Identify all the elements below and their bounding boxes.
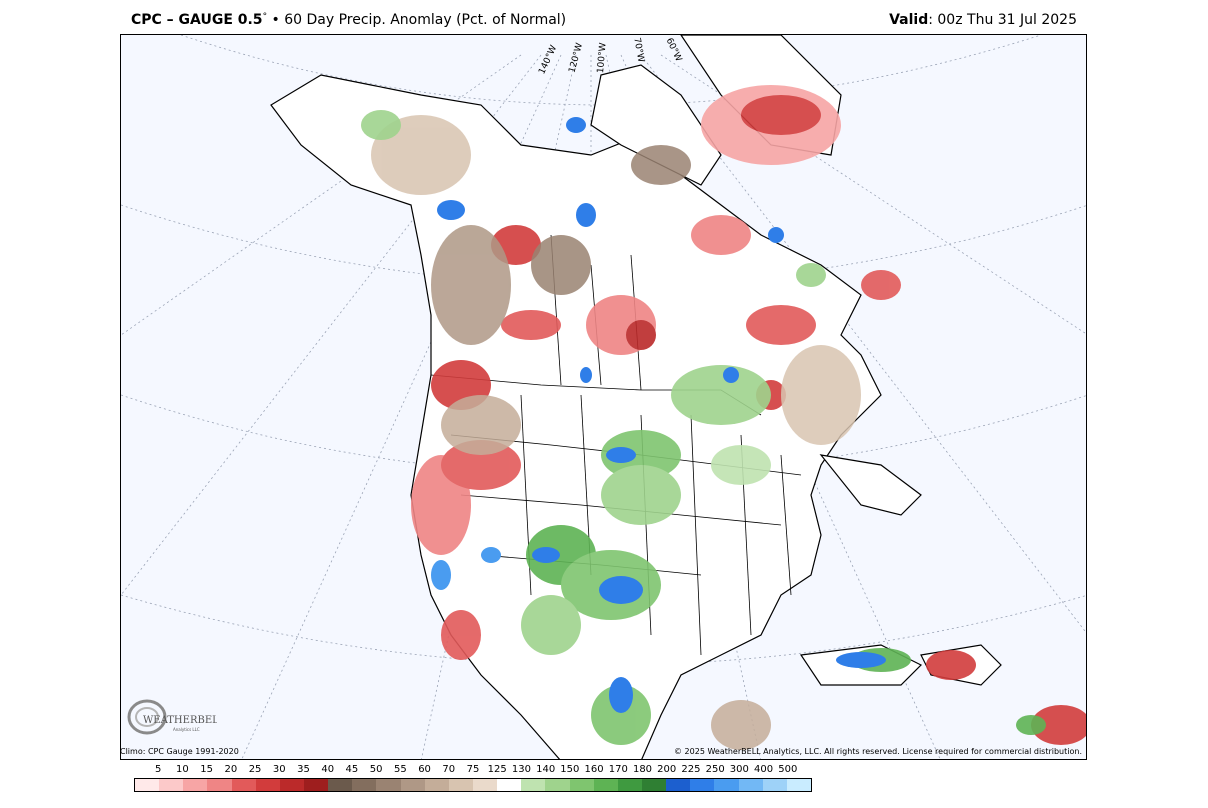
- anomaly-map: 140°W 120°W 100°W 70°W 60°W WEATHERBELL …: [120, 34, 1087, 760]
- legend-swatch: [303, 779, 329, 791]
- legend-tick-label: 140: [536, 764, 556, 775]
- copyright-note: © 2025 WeatherBELL Analytics, LLC. All r…: [674, 747, 1082, 756]
- legend-tick-label: 300: [729, 764, 749, 775]
- legend-tick-label: 225: [681, 764, 701, 775]
- valid-time: Valid: 00z Thu 31 Jul 2025: [889, 12, 1077, 28]
- legend-tick-label: 130: [511, 764, 531, 775]
- legend-swatch: [690, 779, 715, 791]
- map-title: CPC – GAUGE 0.5° • 60 Day Precip. Anomla…: [131, 12, 566, 28]
- legend-tick-label: 35: [297, 764, 310, 775]
- legend-swatch: [762, 779, 787, 791]
- legend-tick-label: 180: [632, 764, 653, 775]
- legend-tick-label: 150: [560, 764, 580, 775]
- legend-tick-label: 125: [487, 764, 507, 775]
- title-separator: •: [271, 12, 280, 28]
- legend-tick-label: 50: [369, 764, 383, 775]
- legend-tick-label: 15: [200, 764, 214, 775]
- brown-anomaly-areas: [371, 115, 861, 750]
- legend-swatch: [400, 779, 425, 791]
- legend-swatch: [328, 779, 353, 791]
- resolution-degree: °: [262, 12, 268, 22]
- legend-tick-label: 75: [466, 764, 480, 775]
- legend-swatch: [497, 779, 522, 791]
- legend-swatch: [593, 779, 618, 791]
- legend-tick-label: 45: [345, 764, 359, 775]
- legend-swatch: [545, 779, 570, 791]
- legend-tick-label: 60: [418, 764, 431, 775]
- color-legend: 5 10 15 20 25 30 35 40 45 50 55 60 70 75 125 130 140 150 1…: [134, 764, 812, 794]
- legend-swatch: [738, 779, 763, 791]
- legend-tick-label: 250: [705, 764, 725, 775]
- logo-text: WEATHERBELL: [143, 715, 217, 726]
- legend-swatch: [255, 779, 280, 791]
- climatology-note: Climo: CPC Gauge 1991-2020: [120, 747, 239, 756]
- legend-swatches: [134, 778, 812, 792]
- legend-swatch: [472, 779, 498, 791]
- legend-tick-label: 70: [442, 764, 456, 775]
- wet-green-areas: [361, 110, 1046, 745]
- legend-swatch: [521, 779, 546, 791]
- legend-swatch: [786, 779, 811, 791]
- legend-swatch: [666, 779, 691, 791]
- model-name: CPC – GAUGE 0.5: [131, 12, 263, 28]
- legend-tick-label: 400: [754, 764, 774, 775]
- legend-tick-label: 40: [321, 764, 335, 775]
- legend-tick-label: 5: [155, 764, 162, 775]
- legend-swatch: [641, 779, 667, 791]
- legend-swatch: [376, 779, 401, 791]
- legend-swatch: [231, 779, 256, 791]
- weatherbell-logo: WEATHERBELL Analytics LLC: [125, 695, 217, 741]
- legend-tick-label: 160: [584, 764, 604, 775]
- legend-swatch: [617, 779, 642, 791]
- legend-tick-label: 30: [272, 764, 286, 775]
- valid-time-value: : 00z Thu 31 Jul 2025: [928, 12, 1077, 28]
- dry-anomaly-areas: [411, 85, 1086, 745]
- map-canvas: [121, 35, 1086, 759]
- legend-swatch: [424, 779, 449, 791]
- product-name: 60 Day Precip. Anomlay (Pct. of Normal): [284, 12, 567, 28]
- legend-tick-label: 10: [176, 764, 189, 775]
- legend-swatch: [159, 779, 184, 791]
- legend-tick-label: 500: [778, 764, 798, 775]
- legend-tick-label: 170: [608, 764, 628, 775]
- legend-swatch: [569, 779, 594, 791]
- legend-swatch: [279, 779, 304, 791]
- valid-label: Valid: [889, 12, 929, 28]
- legend-swatch: [714, 779, 739, 791]
- wet-blue-areas: [431, 117, 886, 713]
- legend-swatch: [183, 779, 208, 791]
- legend-tick-label: 20: [224, 764, 238, 775]
- legend-swatch: [352, 779, 377, 791]
- legend-swatch: [135, 779, 160, 791]
- legend-swatch: [207, 779, 232, 791]
- legend-tick-label: 200: [657, 764, 677, 775]
- logo-subtext: Analytics LLC: [173, 727, 200, 732]
- legend-tick-label: 25: [248, 764, 262, 775]
- legend-swatch: [448, 779, 473, 791]
- legend-tick-label: 55: [393, 764, 407, 775]
